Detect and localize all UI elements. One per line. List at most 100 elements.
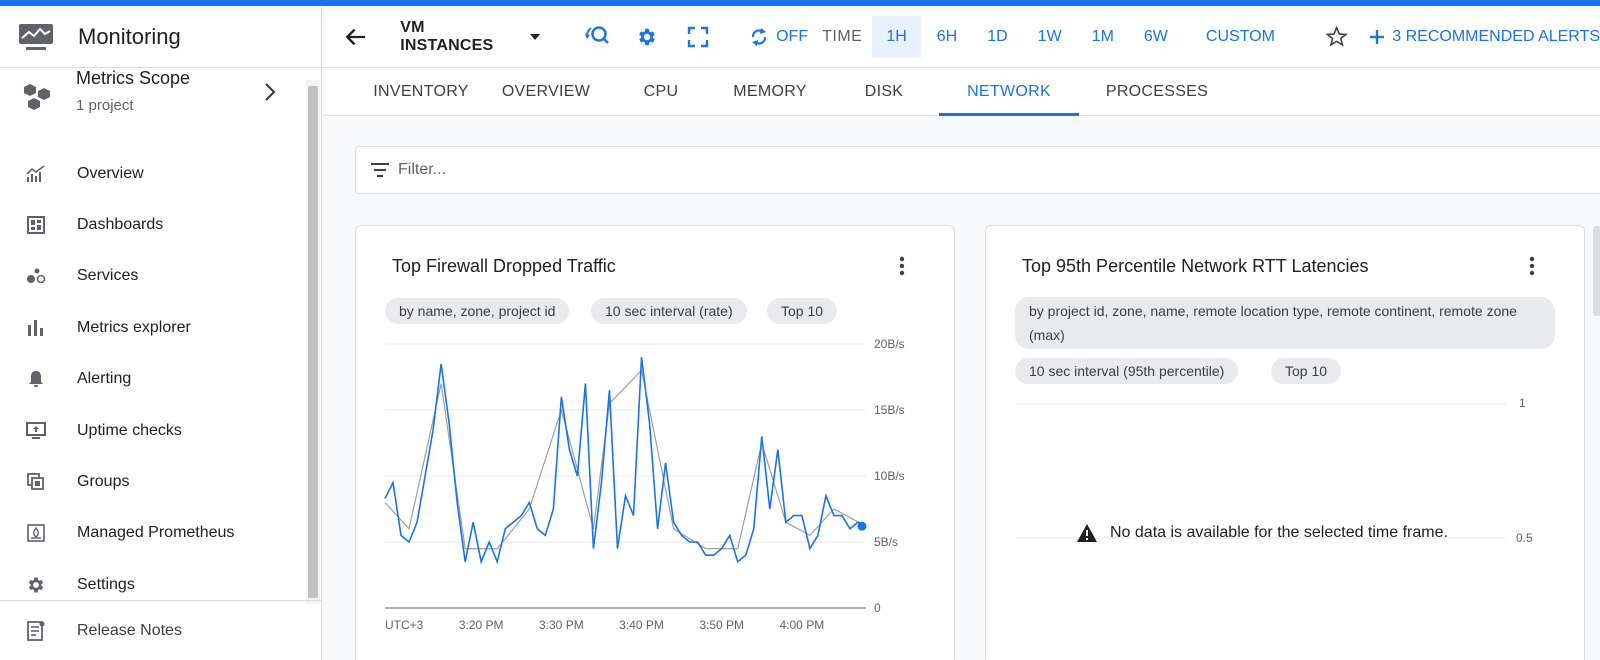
chip-top[interactable]: Top 10 xyxy=(1271,358,1342,384)
y-tick-label: 10B/s xyxy=(874,469,905,483)
scope-title: Metrics Scope xyxy=(76,68,191,88)
monitor-icon xyxy=(25,420,47,442)
nav-item-dashboards[interactable]: Dashboards xyxy=(0,199,321,250)
metrics-scope[interactable]: Metrics Scope 1 project xyxy=(0,68,321,148)
sidebar: Monitoring Metrics Scope 1 project Overv… xyxy=(0,6,322,660)
rtt-empty-chart: 1 0.5 xyxy=(1016,396,1533,545)
tab-bar: INVENTORY OVERVIEW CPU MEMORY DISK NETWO… xyxy=(323,69,1600,116)
time-range-1w[interactable]: 1W xyxy=(1037,27,1062,45)
fullscreen-icon[interactable] xyxy=(686,24,711,50)
toolbar: VM INSTANCES OFF TIME 1H 6H 1D 1W 1M 6W … xyxy=(323,6,1600,68)
release-notes-label: Release Notes xyxy=(77,621,182,639)
nav-item-uptime-checks[interactable]: Uptime checks xyxy=(0,405,321,456)
time-range-custom[interactable]: CUSTOM xyxy=(1205,27,1275,45)
card-title: Top 95th Percentile Network RTT Latencie… xyxy=(1022,256,1369,276)
overview-chart-icon xyxy=(25,163,47,185)
back-arrow-icon[interactable] xyxy=(343,24,368,50)
tab-network[interactable]: NETWORK xyxy=(939,69,1079,116)
top-accent-bar xyxy=(0,0,1600,6)
sidebar-scroll-thumb[interactable] xyxy=(308,86,318,598)
nav-label: Groups xyxy=(77,473,130,491)
nav-item-release-notes[interactable]: Release Notes xyxy=(0,600,322,660)
y-tick-label: 20B/s xyxy=(874,337,905,351)
nav-label: Services xyxy=(77,267,139,285)
nav-item-alerting[interactable]: Alerting xyxy=(0,354,321,405)
chip-interval[interactable]: 10 sec interval (rate) xyxy=(591,298,747,324)
time-range-1d[interactable]: 1D xyxy=(987,27,1008,45)
card-title: Top Firewall Dropped Traffic xyxy=(392,256,616,276)
no-data-message: No data is available for the selected ti… xyxy=(1076,523,1448,543)
filter-input[interactable] xyxy=(398,161,998,179)
chip-group-by[interactable]: by project id, zone, name, remote locati… xyxy=(1015,297,1555,349)
series-line-gray xyxy=(384,369,867,550)
y-tick-label: 5B/s xyxy=(874,535,898,549)
time-range-6h[interactable]: 6H xyxy=(936,27,958,45)
zoom-reset-icon[interactable] xyxy=(584,24,610,50)
y-tick-label: 15B/s xyxy=(874,403,905,417)
y-tick-label: 0 xyxy=(874,601,881,615)
bar-chart-icon xyxy=(25,317,47,339)
more-vert-icon[interactable] xyxy=(1520,254,1544,278)
sidebar-scrollbar[interactable] xyxy=(306,80,320,604)
main-content: Top Firewall Dropped Traffic by name, zo… xyxy=(323,116,1600,660)
time-range-1h[interactable]: 1H xyxy=(872,15,921,58)
x-tick-label: 3:20 PM xyxy=(459,618,504,632)
hexagons-icon xyxy=(24,84,50,110)
filter-bar[interactable] xyxy=(355,146,1600,194)
release-notes-icon xyxy=(25,620,47,642)
bell-icon xyxy=(25,368,47,390)
series-line-blue xyxy=(384,357,867,565)
no-data-text: No data is available for the selected ti… xyxy=(1110,524,1448,541)
nav-item-managed-prometheus[interactable]: Managed Prometheus xyxy=(0,508,321,559)
content-scrollbar[interactable] xyxy=(1593,226,1600,316)
series-end-point xyxy=(857,521,867,531)
nav-item-overview[interactable]: Overview xyxy=(0,148,321,199)
caret-down-icon xyxy=(530,33,541,40)
nav-label: Metrics explorer xyxy=(77,318,191,336)
tab-cpu[interactable]: CPU xyxy=(643,83,679,100)
nav-label: Managed Prometheus xyxy=(77,524,235,542)
groups-icon xyxy=(25,471,47,493)
time-range-1m[interactable]: 1M xyxy=(1091,27,1114,45)
tab-processes[interactable]: PROCESSES xyxy=(1105,83,1209,100)
rtt-latencies-card: Top 95th Percentile Network RTT Latencie… xyxy=(985,225,1585,660)
chip-interval[interactable]: 10 sec interval (95th percentile) xyxy=(1015,358,1239,384)
x-tick-label: 3:50 PM xyxy=(699,618,744,632)
nav-item-groups[interactable]: Groups xyxy=(0,456,321,507)
tab-inventory[interactable]: INVENTORY xyxy=(373,83,469,100)
monitoring-logo-icon xyxy=(19,23,53,50)
nav-label: Dashboards xyxy=(77,216,164,234)
auto-refresh-icon[interactable] xyxy=(747,24,772,50)
auto-refresh-toggle[interactable]: OFF xyxy=(776,27,809,45)
gear-icon xyxy=(25,574,47,596)
resource-dropdown-label: VM INSTANCES xyxy=(400,18,494,54)
tab-disk[interactable]: DISK xyxy=(864,83,904,100)
plus-icon xyxy=(1370,29,1385,44)
star-icon[interactable] xyxy=(1325,25,1348,49)
recommended-alerts-button[interactable]: 3 RECOMMENDED ALERTS xyxy=(1368,28,1600,46)
tab-overview[interactable]: OVERVIEW xyxy=(501,83,591,100)
services-icon xyxy=(25,265,47,287)
scope-subtitle: 1 project xyxy=(76,97,134,114)
warning-icon xyxy=(1077,524,1097,542)
x-tick-label: 4:00 PM xyxy=(780,618,825,632)
nav-list: Overview Dashboards Services Metrics exp… xyxy=(0,148,321,611)
prometheus-icon xyxy=(25,522,47,544)
tab-memory[interactable]: MEMORY xyxy=(733,83,807,100)
settings-gear-icon[interactable] xyxy=(634,24,659,50)
nav-item-settings[interactable]: Settings xyxy=(0,559,321,610)
firewall-line-chart: 20B/s 15B/s 10B/s 5B/s 0 UTC+3 3:20 PM 3:30 PM 3… xyxy=(384,337,905,632)
nav-item-services[interactable]: Services xyxy=(0,251,321,302)
chip-top[interactable]: Top 10 xyxy=(767,298,838,324)
nav-item-metrics-explorer[interactable]: Metrics explorer xyxy=(0,302,321,353)
filter-icon xyxy=(371,163,389,177)
firewall-dropped-traffic-card: Top Firewall Dropped Traffic by name, zo… xyxy=(355,225,955,660)
resource-dropdown[interactable]: VM INSTANCES xyxy=(400,18,541,55)
more-vert-icon[interactable] xyxy=(890,254,914,278)
chevron-right-icon[interactable] xyxy=(258,80,282,104)
x-tick-label: 3:30 PM xyxy=(539,618,584,632)
nav-label: Alerting xyxy=(77,370,132,388)
chip-group-by[interactable]: by name, zone, project id xyxy=(385,298,570,324)
rtt-y-tick-0.5: 0.5 xyxy=(1516,531,1533,545)
time-range-6w[interactable]: 6W xyxy=(1143,27,1168,45)
